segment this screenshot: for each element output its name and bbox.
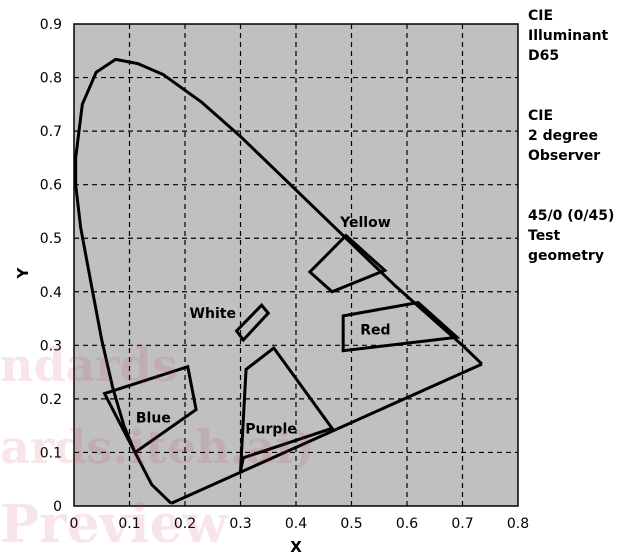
y-axis-label: Y bbox=[14, 266, 32, 279]
watermark-line-1: ndards bbox=[0, 338, 178, 392]
grid-lines bbox=[74, 24, 518, 506]
y-tick-label: 0.8 bbox=[40, 71, 62, 87]
note-illuminant: CIE Illuminant D65 bbox=[528, 8, 609, 64]
watermark-line-2: ards.iteh.ai) bbox=[0, 420, 315, 474]
x-tick-label: 0.5 bbox=[340, 516, 362, 532]
region-purple bbox=[239, 345, 335, 472]
note-observer: CIE 2 degree Observer bbox=[528, 108, 601, 164]
x-tick-label: 0.1 bbox=[118, 516, 140, 532]
x-tick-label: 0.7 bbox=[451, 516, 473, 532]
region-label-red: Red bbox=[360, 322, 390, 338]
x-tick-label: 0.8 bbox=[507, 516, 529, 532]
x-tick-label: 0.4 bbox=[285, 516, 307, 532]
line-of-purples bbox=[170, 362, 483, 505]
region-label-blue: Blue bbox=[136, 411, 171, 427]
region-label-white: White bbox=[190, 306, 236, 322]
tick-labels: 0 0.1 0.2 0.3 0.4 0.5 0.6 0.7 0.8 0 0.1 0.2 0.3 0.4 0.… bbox=[40, 17, 529, 532]
y-tick-label: 0.2 bbox=[40, 392, 62, 408]
plot-area bbox=[73, 23, 519, 507]
region-label-purple: Purple bbox=[245, 421, 296, 437]
region-white bbox=[234, 302, 271, 343]
spectrum-locus bbox=[74, 57, 483, 505]
y-tick-label: 0.3 bbox=[40, 338, 62, 354]
y-tick-label: 0.9 bbox=[40, 17, 62, 33]
color-regions: Yellow White Red Blue Purple bbox=[102, 215, 461, 472]
y-tick-label: 0.4 bbox=[40, 285, 62, 301]
region-label-yellow: Yellow bbox=[339, 215, 391, 231]
x-tick-label: 0.3 bbox=[229, 516, 251, 532]
y-tick-label: 0.7 bbox=[40, 124, 62, 140]
region-yellow bbox=[307, 233, 388, 294]
x-tick-label: 0 bbox=[70, 516, 79, 532]
y-tick-label: 0.6 bbox=[40, 178, 62, 194]
y-tick-label: 0 bbox=[53, 499, 62, 515]
note-geometry: 45/0 (0/45) Test geometry bbox=[528, 208, 615, 264]
region-red bbox=[341, 300, 461, 353]
x-axis-label: X bbox=[290, 538, 302, 555]
region-blue bbox=[102, 364, 198, 455]
x-tick-label: 0.2 bbox=[174, 516, 196, 532]
y-tick-label: 0.5 bbox=[40, 231, 62, 247]
x-tick-label: 0.6 bbox=[396, 516, 418, 532]
watermark-line-3: Preview bbox=[0, 494, 228, 555]
y-tick-label: 0.1 bbox=[40, 445, 62, 461]
